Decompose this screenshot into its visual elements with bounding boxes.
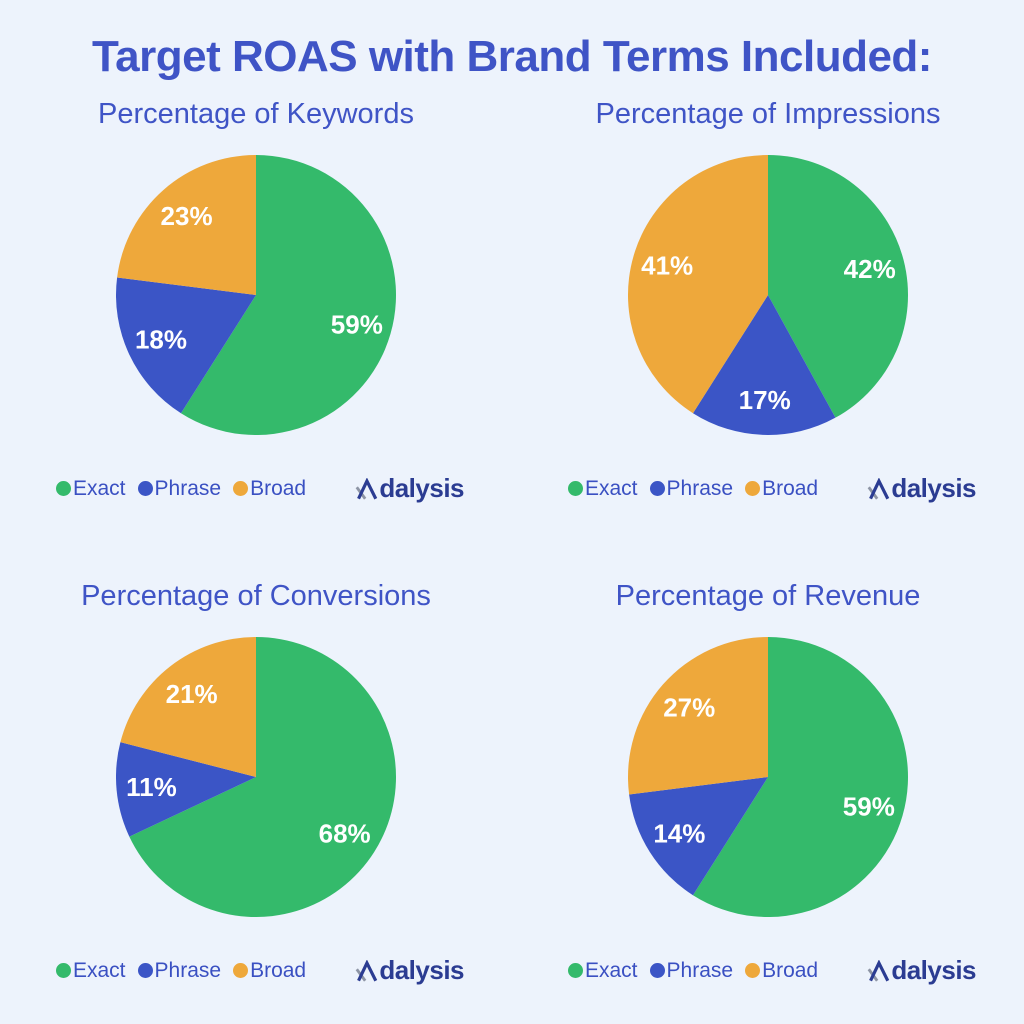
legend-row: Exact Phrase Broad <box>512 473 1024 504</box>
adalysis-a-mark-icon <box>867 477 890 500</box>
slice-value-label: 23% <box>161 201 213 231</box>
slice-value-label: 42% <box>844 254 896 284</box>
charts-grid: Percentage of Keywords 59% 18% 23% Exact P… <box>0 88 1024 1016</box>
legend-item-phrase: Phrase <box>649 958 734 983</box>
legend-item-phrase: Phrase <box>649 476 734 501</box>
legend-label-exact: Exact <box>585 958 638 982</box>
legend-dot-exact-icon <box>56 963 71 978</box>
slice-value-label: 11% <box>126 772 177 802</box>
revenue-pie-chart: 59% 14% 27% <box>628 637 908 917</box>
keywords-pie-chart: 59% 18% 23% <box>116 155 396 435</box>
legend-label-phrase: Phrase <box>666 476 734 500</box>
adalysis-logo: dalysis <box>355 955 464 986</box>
legend-label-exact: Exact <box>73 958 126 982</box>
legend-dot-phrase-icon <box>649 963 665 978</box>
slice-value-label: 68% <box>319 818 371 848</box>
pie-slice-broad <box>117 155 256 295</box>
legend-dot-broad-icon <box>233 481 249 496</box>
legend-item-broad: Broad <box>745 477 818 501</box>
legend-label-exact: Exact <box>73 476 126 500</box>
conversions-chart-title: Percentage of Conversions <box>81 580 431 612</box>
pie-slice-broad <box>120 637 256 777</box>
legend-item-broad: Broad <box>233 477 306 501</box>
slice-value-label: 41% <box>641 251 693 281</box>
pie-slice-phrase <box>116 277 256 414</box>
conversions-chart-panel: Percentage of Conversions 68% 11% 21% Exac… <box>0 552 512 1016</box>
slice-value-label: 59% <box>843 791 895 821</box>
adalysis-logo: dalysis <box>867 473 976 504</box>
legend-label-phrase: Phrase <box>154 958 222 982</box>
legend-dot-exact-icon <box>56 481 71 496</box>
adalysis-logo-text: dalysis <box>379 473 464 503</box>
legend: Exact Phrase Broad <box>56 959 306 983</box>
slice-value-label: 18% <box>135 325 187 355</box>
adalysis-logo: dalysis <box>355 473 464 504</box>
legend-item-phrase: Phrase <box>137 476 222 501</box>
adalysis-a-mark-icon <box>355 477 378 500</box>
legend-label-broad: Broad <box>250 476 307 500</box>
legend-row: Exact Phrase Broad <box>0 955 512 986</box>
legend-item-phrase: Phrase <box>137 958 222 983</box>
legend-row: Exact Phrase Broad <box>512 955 1024 986</box>
legend-dot-broad-icon <box>745 481 761 496</box>
adalysis-logo-text: dalysis <box>379 955 464 985</box>
pie-slice-exact <box>768 155 908 418</box>
impressions-pie-chart: 42% 17% 41% <box>628 155 908 435</box>
pie-slice-phrase <box>692 295 836 435</box>
legend-label-broad: Broad <box>762 958 819 982</box>
legend-dot-broad-icon <box>233 963 249 978</box>
legend-item-exact: Exact <box>568 959 638 983</box>
adalysis-a-mark-icon <box>867 959 890 982</box>
slice-value-label: 27% <box>663 693 715 723</box>
slice-value-label: 14% <box>653 818 705 848</box>
legend-dot-phrase-icon <box>137 481 153 496</box>
pie-slice-phrase <box>116 742 256 837</box>
main-title: Target ROAS with Brand Terms Included: <box>92 32 932 81</box>
legend-item-exact: Exact <box>56 477 126 501</box>
legend-dot-phrase-icon <box>137 963 153 978</box>
legend-item-broad: Broad <box>745 959 818 983</box>
slice-value-label: 17% <box>739 385 791 415</box>
keywords-chart-title: Percentage of Keywords <box>98 98 414 130</box>
legend: Exact Phrase Broad <box>56 477 306 501</box>
adalysis-logo-text: dalysis <box>891 955 976 985</box>
adalysis-a-mark-icon <box>355 959 378 982</box>
legend-dot-broad-icon <box>745 963 761 978</box>
revenue-chart-title: Percentage of Revenue <box>615 580 921 612</box>
legend-label-broad: Broad <box>762 476 819 500</box>
impressions-chart-title: Percentage of Impressions <box>595 98 941 130</box>
revenue-chart-panel: Percentage of Revenue 59% 14% 27% Exact Ph… <box>512 552 1024 1016</box>
legend: Exact Phrase Broad <box>568 959 818 983</box>
slice-value-label: 59% <box>331 309 383 339</box>
legend-label-phrase: Phrase <box>154 476 222 500</box>
impressions-chart-panel: Percentage of Impressions 42% 17% 41% Exac… <box>512 88 1024 552</box>
legend-dot-exact-icon <box>568 481 583 496</box>
legend: Exact Phrase Broad <box>568 477 818 501</box>
pie-slice-phrase <box>629 777 768 896</box>
pie-slice-exact <box>180 155 396 435</box>
pie-slice-exact <box>692 637 908 917</box>
adalysis-logo-text: dalysis <box>891 473 976 503</box>
legend-item-broad: Broad <box>233 959 306 983</box>
pie-slice-broad <box>628 155 768 414</box>
legend-label-exact: Exact <box>585 476 638 500</box>
conversions-pie-chart: 68% 11% 21% <box>116 637 396 917</box>
pie-slice-broad <box>628 637 768 795</box>
legend-dot-phrase-icon <box>649 481 665 496</box>
legend-item-exact: Exact <box>568 477 638 501</box>
adalysis-logo: dalysis <box>867 955 976 986</box>
legend-label-phrase: Phrase <box>666 958 734 982</box>
legend-label-broad: Broad <box>250 958 307 982</box>
legend-item-exact: Exact <box>56 959 126 983</box>
keywords-chart-panel: Percentage of Keywords 59% 18% 23% Exact P… <box>0 88 512 552</box>
legend-row: Exact Phrase Broad <box>0 473 512 504</box>
pie-slice-exact <box>129 637 396 917</box>
slice-value-label: 21% <box>166 679 218 709</box>
legend-dot-exact-icon <box>568 963 583 978</box>
